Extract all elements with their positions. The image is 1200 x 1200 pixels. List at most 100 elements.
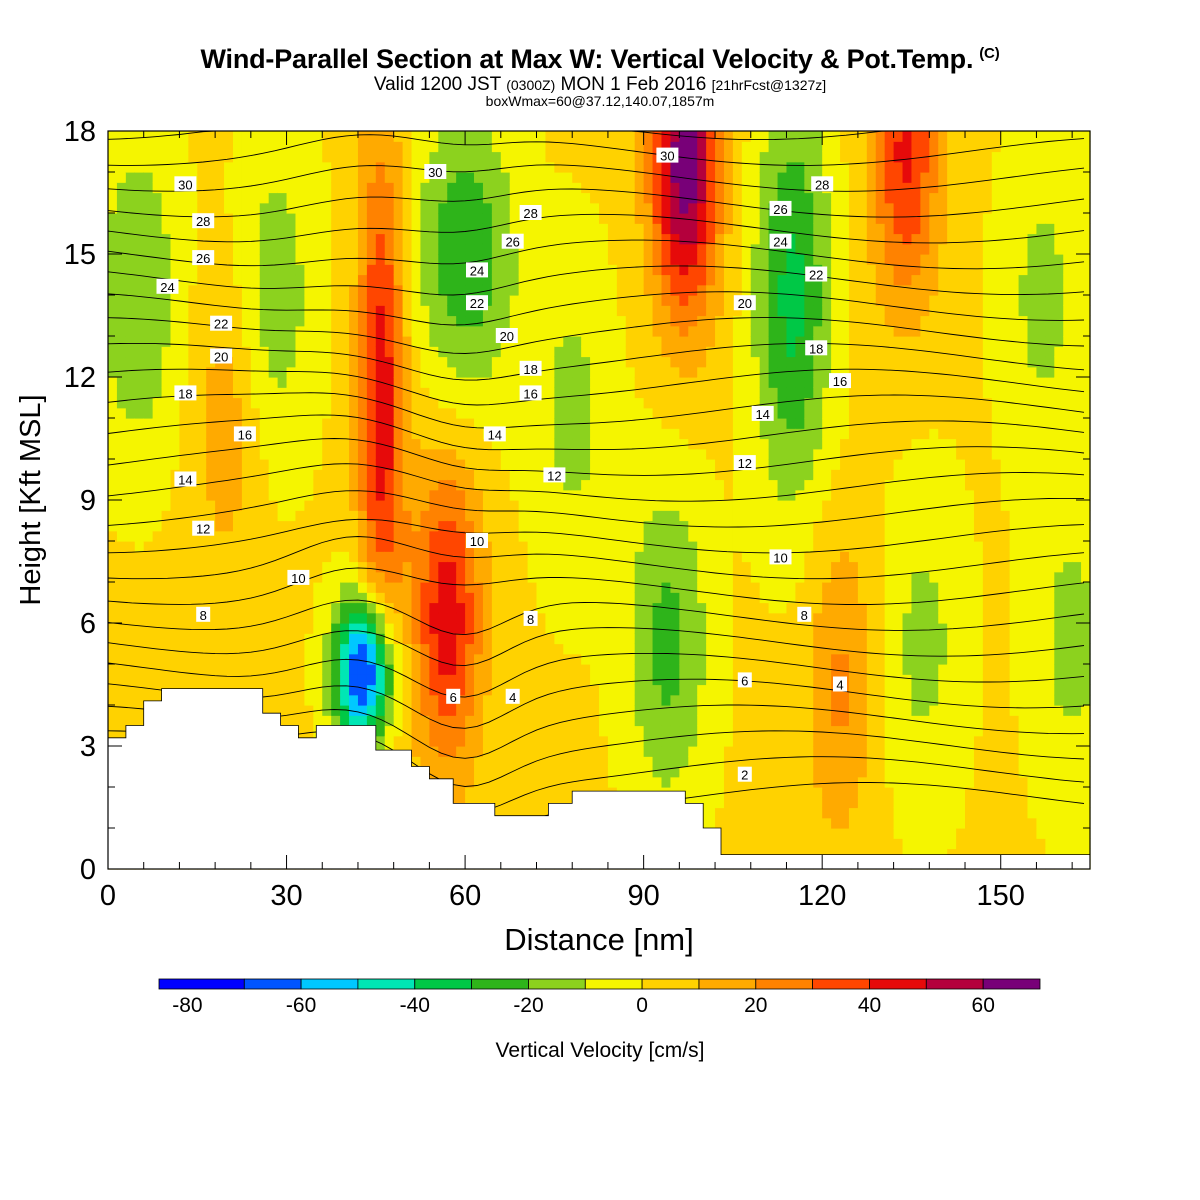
velocity-cell bbox=[429, 541, 439, 552]
velocity-cell bbox=[599, 192, 609, 204]
velocity-cell bbox=[331, 295, 341, 306]
velocity-cell bbox=[643, 151, 654, 163]
velocity-cell bbox=[143, 377, 154, 388]
velocity-cell bbox=[607, 725, 618, 737]
velocity-cell bbox=[599, 305, 609, 317]
velocity-cell bbox=[491, 746, 502, 757]
velocity-cell bbox=[295, 377, 305, 388]
velocity-cell bbox=[670, 295, 680, 306]
velocity-cell bbox=[286, 315, 297, 327]
velocity-cell bbox=[616, 705, 627, 716]
velocity-cell bbox=[500, 418, 511, 429]
velocity-cell bbox=[277, 336, 288, 347]
velocity-cell bbox=[536, 264, 547, 276]
velocity-cell bbox=[313, 161, 323, 173]
velocity-cell bbox=[706, 715, 716, 727]
velocity-cell bbox=[607, 325, 618, 337]
velocity-cell bbox=[634, 161, 645, 173]
velocity-cell bbox=[509, 356, 520, 368]
velocity-cell bbox=[625, 397, 636, 409]
velocity-cell bbox=[197, 530, 207, 542]
velocity-cell bbox=[197, 377, 207, 388]
velocity-cell bbox=[108, 571, 118, 583]
velocity-cell bbox=[393, 612, 404, 624]
velocity-cell bbox=[697, 705, 707, 716]
velocity-cell bbox=[447, 725, 457, 737]
velocity-cell bbox=[607, 377, 618, 388]
velocity-cell bbox=[474, 182, 484, 194]
velocity-cell bbox=[509, 366, 520, 378]
velocity-cell bbox=[259, 674, 270, 686]
velocity-cell bbox=[670, 541, 680, 552]
velocity-cell bbox=[554, 561, 564, 573]
velocity-cell bbox=[590, 387, 600, 399]
velocity-cell bbox=[125, 172, 136, 183]
velocity-cell bbox=[161, 541, 172, 552]
velocity-cell bbox=[152, 623, 163, 634]
velocity-cell bbox=[554, 131, 564, 142]
velocity-cell bbox=[661, 254, 672, 265]
velocity-cell bbox=[509, 438, 520, 450]
velocity-cell bbox=[679, 172, 689, 183]
velocity-cell bbox=[599, 694, 609, 706]
velocity-cell bbox=[429, 684, 439, 696]
velocity-cell bbox=[581, 223, 591, 235]
velocity-cell bbox=[259, 192, 270, 204]
velocity-cell bbox=[340, 448, 350, 460]
velocity-cell bbox=[277, 428, 288, 440]
velocity-cell bbox=[277, 295, 288, 306]
velocity-cell bbox=[447, 510, 457, 522]
velocity-cell bbox=[572, 213, 582, 224]
velocity-cell bbox=[545, 346, 555, 358]
velocity-cell bbox=[491, 756, 502, 768]
velocity-cell bbox=[474, 366, 484, 378]
velocity-cell bbox=[599, 223, 609, 235]
velocity-cell bbox=[688, 151, 698, 163]
velocity-cell bbox=[509, 530, 520, 542]
velocity-cell bbox=[518, 643, 529, 655]
velocity-cell bbox=[393, 213, 404, 224]
velocity-cell bbox=[322, 284, 332, 296]
velocity-cell bbox=[465, 592, 475, 604]
velocity-cell bbox=[134, 530, 145, 542]
velocity-cell bbox=[634, 223, 645, 235]
velocity-cell bbox=[643, 510, 654, 522]
velocity-cell bbox=[340, 264, 350, 276]
velocity-cell bbox=[474, 643, 484, 655]
velocity-cell bbox=[500, 161, 511, 173]
velocity-cell bbox=[402, 489, 413, 501]
velocity-cell bbox=[188, 346, 198, 358]
velocity-cell bbox=[679, 735, 689, 747]
velocity-cell bbox=[313, 397, 323, 409]
velocity-cell bbox=[125, 541, 136, 552]
velocity-cell bbox=[188, 356, 198, 368]
velocity-cell bbox=[643, 725, 654, 737]
velocity-cell bbox=[241, 305, 252, 317]
velocity-cell bbox=[634, 694, 645, 706]
velocity-cell bbox=[491, 797, 502, 809]
velocity-cell bbox=[322, 377, 332, 388]
velocity-cell bbox=[277, 674, 288, 686]
velocity-cell bbox=[616, 233, 627, 245]
velocity-cell bbox=[429, 315, 439, 327]
velocity-cell bbox=[340, 612, 350, 624]
velocity-cell bbox=[500, 387, 511, 399]
velocity-cell bbox=[277, 418, 288, 429]
velocity-cell bbox=[616, 131, 627, 142]
velocity-cell bbox=[715, 172, 725, 183]
velocity-cell bbox=[616, 551, 627, 563]
velocity-cell bbox=[188, 592, 198, 604]
velocity-cell bbox=[179, 633, 189, 645]
velocity-cell bbox=[482, 438, 493, 450]
velocity-cell bbox=[527, 336, 538, 347]
velocity-cell bbox=[456, 407, 466, 419]
velocity-cell bbox=[465, 192, 475, 204]
velocity-cell bbox=[438, 489, 448, 501]
velocity-cell bbox=[581, 377, 591, 388]
velocity-cell bbox=[259, 582, 270, 593]
velocity-cell bbox=[679, 254, 689, 265]
velocity-cell bbox=[116, 684, 127, 696]
velocity-cell bbox=[224, 284, 234, 296]
velocity-cell bbox=[286, 254, 297, 265]
velocity-cell bbox=[340, 233, 350, 245]
